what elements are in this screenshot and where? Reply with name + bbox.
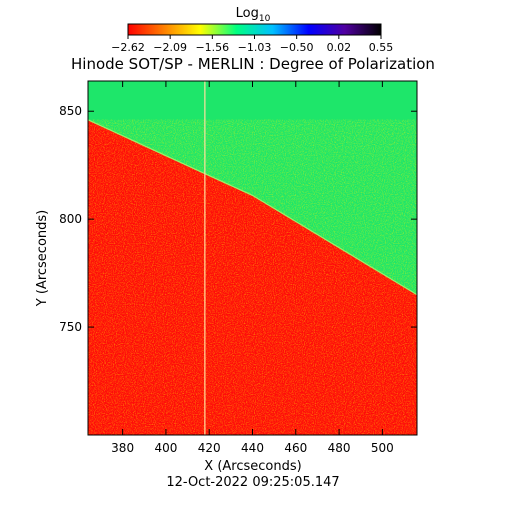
x-axis-label: X (Arcseconds) — [204, 459, 301, 474]
colorbar-label-subscript: 10 — [259, 14, 271, 24]
off-limb-plume — [233, 81, 266, 187]
y-tick-label: 850 — [59, 104, 82, 118]
colorbar-tick-label: 0.55 — [369, 41, 394, 54]
colorbar-tick-label: −1.56 — [195, 41, 229, 54]
x-tick-label: 480 — [328, 441, 351, 455]
y-axis: 750 800 850 — [59, 104, 417, 334]
colorbar-tick-label: −2.62 — [111, 41, 145, 54]
colorbar-tick-label: −1.03 — [238, 41, 272, 54]
y-axis-label: Y (Arcseconds) — [35, 210, 50, 307]
colorbar-ticks: −2.62 −2.09 −1.56 −1.03 −0.50 0.02 0.55 — [111, 35, 393, 54]
colorbar-tick-label: −2.09 — [153, 41, 187, 54]
footer-timestamp: 12-Oct-2022 09:25:05.147 — [166, 475, 339, 490]
limb-edge-line — [88, 119, 417, 296]
x-tick-label: 380 — [111, 441, 134, 455]
off-limb-region — [88, 81, 417, 295]
x-axis: 380 400 420 440 460 480 500 — [111, 81, 394, 455]
x-tick-label: 440 — [241, 441, 264, 455]
colorbar-tick-label: 0.02 — [327, 41, 352, 54]
x-tick-label: 400 — [154, 441, 177, 455]
colorbar-label: Log10 — [236, 6, 271, 24]
x-tick-label: 500 — [371, 441, 394, 455]
plot-area — [88, 81, 417, 435]
x-tick-label: 420 — [198, 441, 221, 455]
chart-title: Hinode SOT/SP - MERLIN : Degree of Polar… — [71, 55, 435, 73]
disk-speckle-texture — [88, 119, 417, 435]
y-tick-label: 800 — [59, 212, 82, 226]
colorbar-tick-label: −0.50 — [280, 41, 314, 54]
colorbar-bar — [127, 23, 382, 36]
y-tick-label: 750 — [59, 320, 82, 334]
colorbar: Log10 −2.62 −2.09 −1.56 −1.03 −0.50 0.02 0.55 — [111, 6, 393, 54]
x-tick-label: 460 — [284, 441, 307, 455]
